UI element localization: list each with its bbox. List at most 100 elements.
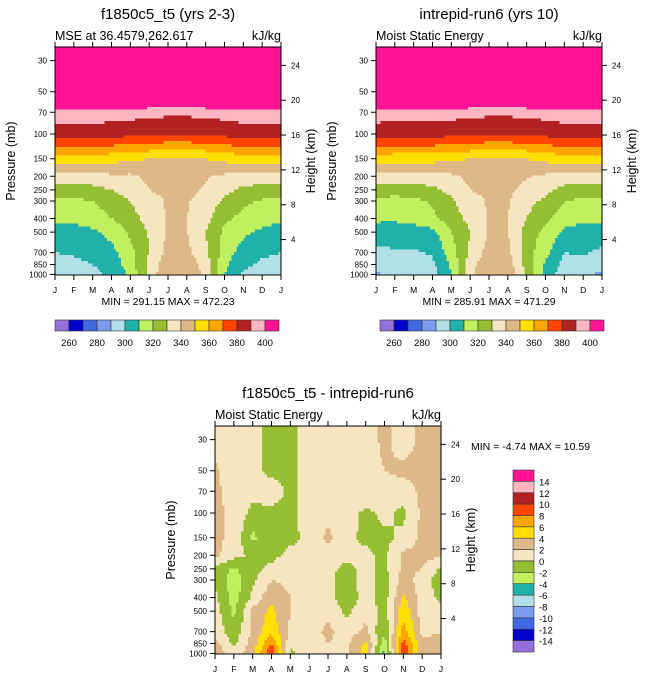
contour-cell	[92, 126, 96, 131]
contour-cell	[97, 61, 101, 65]
contour-cell	[111, 61, 115, 65]
contour-cell	[62, 226, 66, 230]
contour-cell	[137, 266, 141, 270]
contour-cell	[142, 72, 146, 77]
contour-cell	[151, 195, 155, 199]
contour-cell	[158, 240, 162, 245]
contour-cell	[57, 66, 61, 71]
contour-cell	[120, 235, 124, 239]
contour-cell	[55, 52, 58, 57]
contour-cell	[57, 75, 61, 79]
contour-cell	[69, 155, 73, 159]
contour-cell	[59, 172, 63, 176]
contour-cell	[104, 106, 108, 111]
contour-cell	[102, 129, 106, 134]
contour-cell	[125, 246, 129, 250]
contour-cell	[132, 180, 136, 185]
contour-cell	[130, 149, 134, 154]
contour-cell	[144, 186, 148, 191]
contour-cell	[76, 198, 80, 202]
contour-cell	[111, 169, 115, 173]
contour-cell	[99, 218, 103, 222]
contour-cell	[76, 243, 80, 248]
contour-cell	[120, 195, 124, 199]
contour-cell	[151, 101, 155, 105]
contour-cell	[111, 135, 115, 139]
contour-cell	[92, 223, 96, 228]
contour-cell	[125, 169, 129, 173]
contour-cell	[102, 272, 106, 276]
contour-cell	[87, 163, 91, 168]
contour-cell	[137, 240, 141, 245]
contour-cell	[104, 129, 108, 134]
contour-cell	[106, 58, 110, 62]
contour-cell	[144, 132, 148, 136]
contour-cell	[73, 200, 77, 205]
contour-cell	[78, 175, 82, 179]
contour-cell	[83, 123, 87, 128]
contour-cell	[85, 47, 89, 51]
contour-cell	[106, 192, 110, 196]
contour-cell	[135, 183, 138, 188]
contour-cell	[153, 263, 157, 268]
contour-cell	[95, 55, 98, 59]
contour-cell	[78, 172, 82, 176]
contour-cell	[99, 155, 103, 159]
contour-cell	[142, 138, 146, 142]
contour-cell	[158, 229, 162, 233]
contour-cell	[97, 55, 101, 59]
contour-cell	[137, 215, 141, 219]
contour-cell	[95, 146, 98, 151]
contour-cell	[87, 95, 91, 99]
contour-cell	[80, 260, 84, 265]
contour-cell	[99, 237, 103, 242]
contour-cell	[139, 84, 143, 88]
contour-cell	[80, 118, 84, 122]
contour-cell	[151, 240, 155, 245]
contour-cell	[139, 235, 143, 239]
contour-cell	[85, 146, 89, 151]
contour-cell	[132, 198, 136, 202]
contour-cell	[130, 237, 134, 242]
contour-cell	[104, 200, 108, 205]
contour-cell	[85, 55, 89, 59]
contour-cell	[135, 95, 138, 99]
contour-cell	[151, 81, 155, 85]
contour-cell	[99, 118, 103, 122]
contour-cell	[158, 135, 162, 139]
contour-cell	[69, 186, 73, 191]
contour-cell	[95, 109, 98, 114]
contour-cell	[95, 64, 98, 68]
contour-cell	[111, 189, 115, 193]
contour-cell	[80, 263, 84, 268]
contour-cell	[149, 138, 153, 142]
contour-cell	[118, 75, 122, 79]
contour-cell	[57, 152, 61, 156]
contour-cell	[106, 240, 110, 245]
contour-cell	[142, 78, 146, 82]
contour-cell	[132, 52, 136, 57]
contour-cell	[153, 166, 157, 171]
contour-cell	[76, 189, 80, 193]
contour-cell	[57, 189, 61, 193]
contour-cell	[123, 129, 127, 134]
contour-cell	[132, 249, 136, 253]
contour-cell	[106, 206, 110, 211]
contour-cell	[99, 203, 103, 208]
contour-cell	[85, 192, 89, 196]
contour-cell	[78, 200, 82, 205]
contour-cell	[102, 198, 106, 202]
contour-cell	[87, 212, 91, 216]
contour-cell	[139, 200, 143, 205]
contour-cell	[146, 263, 150, 268]
contour-cell	[64, 58, 68, 62]
contour-cell	[146, 249, 150, 253]
contour-cell	[99, 255, 103, 259]
contour-cell	[66, 180, 70, 185]
contour-cell	[109, 180, 113, 185]
contour-cell	[106, 69, 110, 74]
contour-cell	[78, 143, 82, 148]
contour-cell	[125, 172, 129, 176]
contour-cell	[104, 121, 108, 125]
contour-cell	[111, 158, 115, 162]
